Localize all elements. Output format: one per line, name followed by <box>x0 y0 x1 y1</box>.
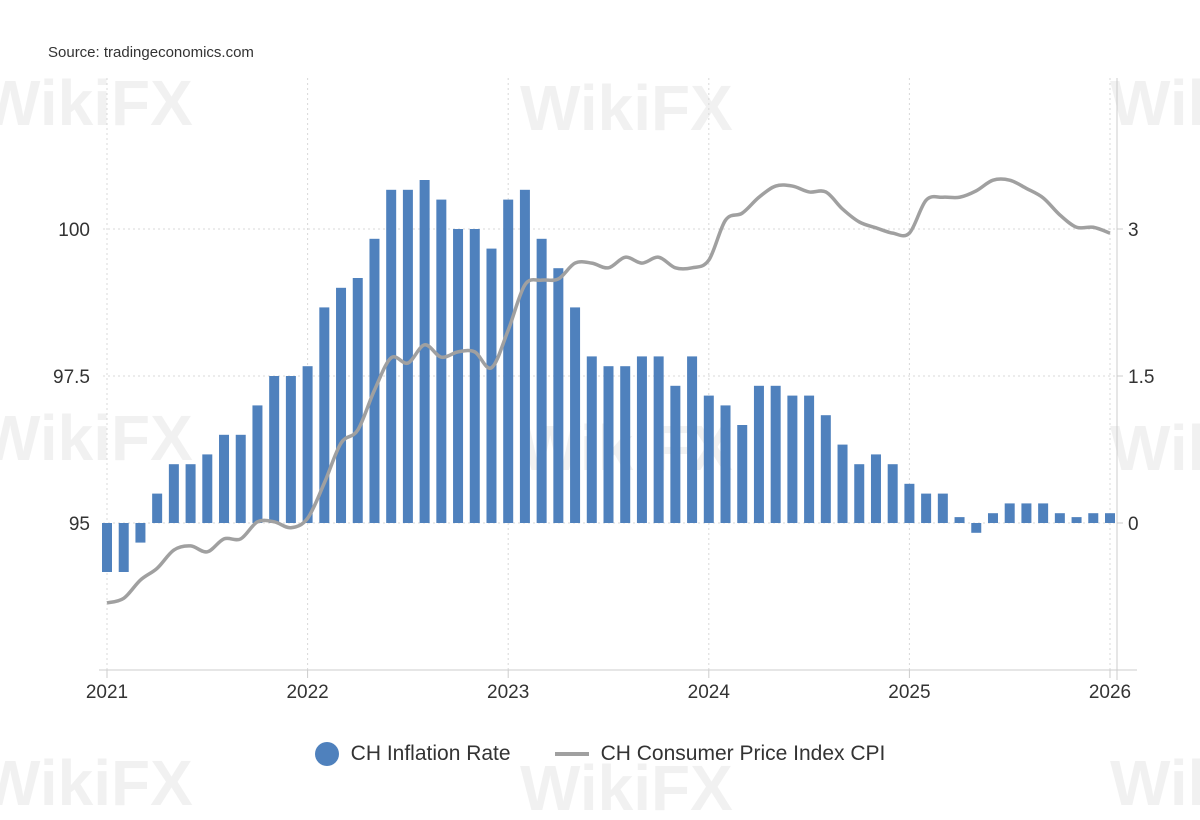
inflation-bar <box>854 464 865 523</box>
inflation-bar <box>269 376 280 523</box>
inflation-bar <box>503 199 514 523</box>
right-axis-tick-label: 3 <box>1128 220 1139 241</box>
x-axis-tick-label: 2025 <box>888 682 930 703</box>
inflation-bar <box>670 385 681 523</box>
inflation-bar <box>837 444 848 523</box>
watermark-text: WikiFX <box>0 67 193 139</box>
legend-dot-icon <box>314 742 339 766</box>
inflation-bar <box>753 385 764 523</box>
inflation-bar <box>519 189 530 524</box>
inflation-bar <box>319 307 330 523</box>
inflation-bar <box>820 415 831 523</box>
watermark-text: WikiFX <box>1110 412 1200 484</box>
inflation-bar <box>402 189 413 524</box>
x-axis-tick-label: 2024 <box>688 682 731 703</box>
inflation-bar <box>152 493 163 523</box>
inflation-bar <box>285 376 296 523</box>
inflation-bar <box>302 366 313 523</box>
watermark-text: WikiFX <box>520 72 733 144</box>
inflation-bar <box>1105 513 1115 523</box>
inflation-bar <box>252 405 263 523</box>
inflation-bar <box>469 229 480 523</box>
inflation-bar <box>118 523 129 572</box>
right-axis-tick-label: 0 <box>1128 514 1139 535</box>
right-axis-tick-label: 1.5 <box>1128 367 1154 388</box>
watermark-text: WikiFX <box>0 747 193 819</box>
legend: CH Inflation Rate CH Consumer Price Inde… <box>0 742 1200 766</box>
inflation-bar <box>586 356 597 523</box>
inflation-bar <box>687 356 698 523</box>
inflation-bar <box>369 238 380 524</box>
inflation-bar <box>620 366 631 523</box>
inflation-bar <box>185 464 196 523</box>
inflation-bar <box>1088 513 1099 523</box>
inflation-bar <box>887 464 898 523</box>
x-axis-tick-label: 2026 <box>1089 682 1131 703</box>
watermark-text: WikiFX <box>1110 67 1200 139</box>
inflation-bar <box>102 523 112 572</box>
inflation-bar <box>419 180 430 523</box>
x-axis-tick-label: 2023 <box>487 682 529 703</box>
axes: 95 97.5 100 0 1.5 3 2021 2022 2023 2024 2025 2026 <box>53 78 1154 703</box>
legend-item-cpi[interactable]: CH Consumer Price Index CPI <box>554 742 886 766</box>
inflation-bar <box>954 517 965 523</box>
inflation-bar <box>536 238 547 524</box>
source-label: Source: tradingeconomics.com <box>48 44 254 61</box>
left-axis-tick-label: 100 <box>58 220 90 241</box>
inflation-bar <box>1071 517 1082 523</box>
legend-item-inflation[interactable]: CH Inflation Rate <box>314 742 511 766</box>
inflation-bar <box>486 248 497 523</box>
inflation-bar <box>1054 513 1065 523</box>
inflation-bar <box>1038 503 1049 523</box>
watermark: WikiFX WikiFX WikiFX WikiFX WikiFX WikiFX Wiki… <box>0 67 1200 820</box>
inflation-bar <box>937 493 948 523</box>
inflation-bar <box>921 493 932 523</box>
inflation-bar <box>720 405 731 523</box>
cpi-line <box>106 177 1111 605</box>
inflation-bar <box>168 464 179 523</box>
inflation-bar <box>987 513 998 523</box>
inflation-bar <box>653 356 664 523</box>
inflation-bar <box>1021 503 1032 523</box>
inflation-bar <box>352 278 363 523</box>
x-axis-tick-label: 2021 <box>86 682 128 703</box>
inflation-bar <box>703 395 714 523</box>
inflation-bar <box>737 425 748 523</box>
inflation-bar <box>235 434 246 523</box>
inflation-bar <box>636 356 647 523</box>
legend-label-inflation: CH Inflation Rate <box>350 742 511 765</box>
inflation-bar <box>453 229 464 523</box>
inflation-bar <box>804 395 815 523</box>
inflation-bar <box>336 287 347 523</box>
inflation-bar <box>904 483 915 523</box>
inflation-bar <box>219 434 230 523</box>
inflation-bar <box>770 385 781 523</box>
inflation-bar <box>971 523 982 533</box>
watermark-text: WikiFX <box>0 402 193 474</box>
inflation-bar <box>436 199 447 523</box>
left-axis-tick-label: 95 <box>69 514 90 535</box>
inflation-bar <box>202 454 213 523</box>
inflation-bar <box>603 366 614 523</box>
inflation-bar <box>787 395 798 523</box>
inflation-bar <box>135 523 146 543</box>
legend-line-icon <box>554 752 589 756</box>
inflation-bar <box>570 307 581 523</box>
inflation-bar <box>553 268 564 523</box>
inflation-bar <box>1004 503 1015 523</box>
watermark-text: WikiFX <box>1110 747 1200 819</box>
inflation-bars <box>102 180 1115 572</box>
legend-label-cpi: CH Consumer Price Index CPI <box>600 742 886 765</box>
x-axis-tick-label: 2022 <box>286 682 328 703</box>
inflation-bar <box>870 454 881 523</box>
left-axis-tick-label: 97.5 <box>53 367 90 388</box>
watermark-text: WikiFX <box>520 752 733 820</box>
